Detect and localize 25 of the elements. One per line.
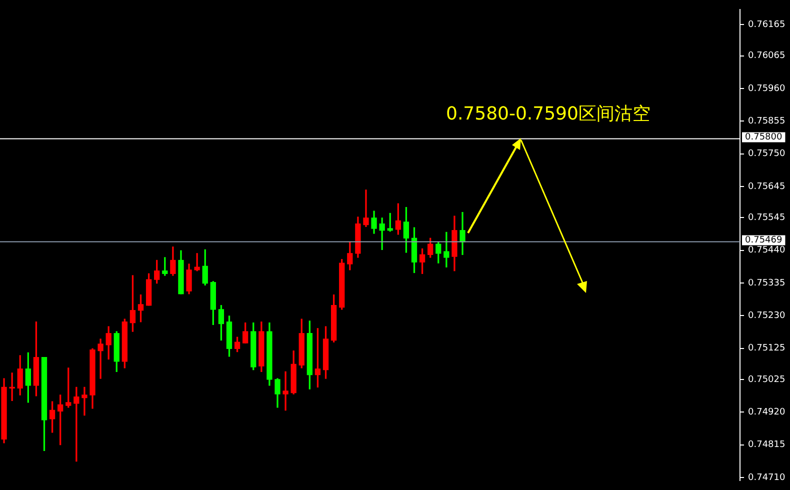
y-tick-label: 0.75645 [748, 182, 786, 192]
y-tick-label: 0.75960 [748, 84, 786, 94]
y-tick-label: 0.75855 [748, 116, 786, 126]
annotation: 0.7580-0.7590区间沽空 [446, 104, 650, 125]
y-tick-label: 0.76065 [748, 51, 786, 62]
y-tick-label: 0.76165 [748, 20, 786, 30]
ref-line-label: 0.75800 [745, 132, 782, 143]
candlestick [194, 253, 200, 272]
y-tick-label: 0.75025 [748, 374, 786, 385]
y-tick-label: 0.75230 [748, 310, 786, 321]
y-tick-label: 0.75545 [748, 212, 786, 223]
ref-line-label: 0.75469 [745, 236, 782, 246]
y-tick-label: 0.74920 [748, 407, 786, 418]
candlestick [379, 218, 385, 250]
candlestick [363, 190, 369, 227]
candlestick [9, 372, 15, 401]
y-tick-label: 0.74815 [748, 440, 786, 450]
candlestick [82, 386, 88, 416]
y-tick-label: 0.75440 [748, 246, 786, 256]
y-tick-label: 0.74710 [748, 472, 786, 483]
candlestick [282, 371, 288, 411]
y-tick-label: 0.75335 [748, 278, 786, 288]
candlestick [98, 338, 104, 379]
y-tick-label: 0.75750 [748, 149, 786, 160]
y-tick-label: 0.75125 [748, 344, 786, 354]
